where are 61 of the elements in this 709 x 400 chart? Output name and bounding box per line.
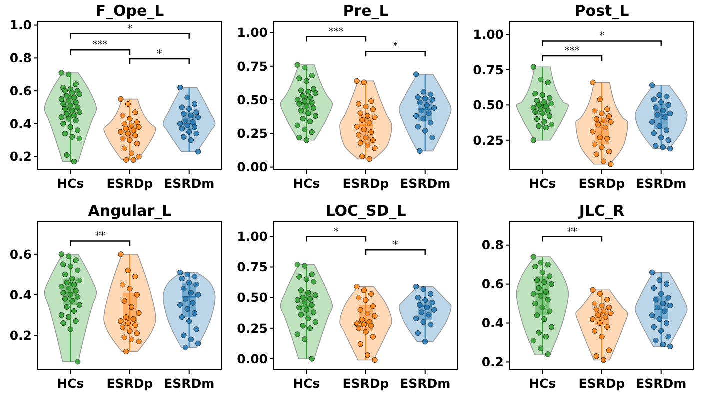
y-tick-label: 0.50 — [237, 290, 268, 306]
chart-title: Pre_L — [343, 2, 390, 20]
y-tick-label: 0.2 — [10, 149, 32, 164]
x-tick-label: HCs — [57, 376, 84, 391]
annotation: ** — [95, 231, 106, 242]
x-tick-label: ESRDm — [164, 176, 215, 191]
annotation: ** — [567, 226, 578, 238]
y-tick-label: 0.75 — [473, 62, 504, 78]
y-tick-label: 0.75 — [237, 58, 268, 74]
x-tick-label: HCs — [293, 176, 320, 191]
x-tick-label: ESRDm — [164, 376, 215, 391]
y-tick-label: 0.6 — [482, 276, 504, 292]
y-tick-label: 0.8 — [482, 238, 504, 253]
annotation: *** — [92, 40, 108, 52]
x-tick-label: ESRDp — [342, 176, 390, 191]
chart-title: LOC_SD_L — [326, 202, 407, 220]
annotation: * — [393, 240, 398, 252]
y-tick-label: 1.00 — [237, 229, 268, 244]
annotation: * — [393, 42, 398, 53]
y-tick-label: 0.6 — [10, 246, 32, 262]
x-tick-label: ESRDp — [578, 176, 626, 191]
x-tick-label: HCs — [529, 376, 556, 391]
y-tick-label: 1.00 — [473, 27, 504, 42]
y-tick-label: 0.4 — [10, 116, 32, 132]
x-tick-label: ESRDm — [400, 176, 451, 191]
x-tick-label: ESRDm — [400, 376, 451, 391]
chart-title: F_Ope_L — [96, 2, 165, 20]
y-tick-label: 0.8 — [10, 50, 32, 66]
y-tick-label: 0.25 — [473, 132, 504, 148]
annotation: * — [334, 226, 339, 238]
x-tick-label: HCs — [57, 176, 84, 191]
annotation: *** — [564, 46, 580, 58]
annotation: *** — [328, 26, 344, 38]
y-tick-label: 0.00 — [237, 160, 268, 175]
annotation: * — [128, 24, 132, 35]
x-tick-label: ESRDp — [342, 376, 390, 391]
x-tick-label: ESRDm — [636, 176, 687, 191]
y-tick-label: 0.4 — [10, 287, 32, 302]
chart-title: JLC_R — [578, 202, 626, 220]
x-tick-label: ESRDp — [106, 176, 154, 191]
x-tick-label: ESRDp — [106, 376, 154, 391]
y-tick-label: 0.50 — [237, 92, 268, 108]
y-tick-label: 0.75 — [237, 260, 268, 275]
chart-title: Post_L — [574, 2, 630, 20]
x-tick-label: ESRDp — [578, 376, 626, 391]
x-tick-label: HCs — [293, 376, 320, 391]
y-tick-label: 0.50 — [473, 98, 504, 113]
annotation: * — [600, 31, 604, 42]
x-tick-label: HCs — [529, 176, 556, 191]
y-tick-label: 1.00 — [237, 25, 268, 40]
y-tick-label: 0.25 — [237, 320, 268, 336]
annotation: * — [157, 49, 162, 60]
y-tick-label: 0.2 — [482, 354, 504, 370]
x-tick-label: ESRDm — [636, 376, 687, 391]
y-tick-label: 0.00 — [237, 351, 268, 366]
y-tick-label: 0.25 — [237, 126, 268, 142]
chart-title: Angular_L — [88, 202, 172, 220]
y-tick-label: 0.6 — [10, 83, 32, 98]
y-tick-label: 0.4 — [482, 316, 504, 331]
y-tick-label: 1.0 — [10, 18, 32, 33]
y-tick-label: 0.2 — [10, 328, 32, 343]
